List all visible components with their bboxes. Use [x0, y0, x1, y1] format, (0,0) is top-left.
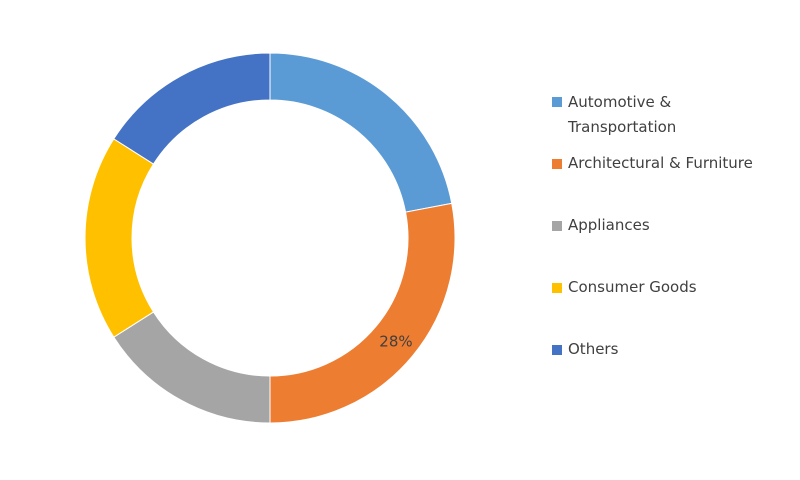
legend-label: Automotive & Transportation	[568, 93, 677, 136]
legend-item: Consumer Goods	[552, 278, 792, 340]
donut-segment	[113, 311, 271, 424]
legend-item: Architectural & Furniture	[552, 154, 792, 216]
legend-label: Others	[568, 340, 619, 358]
data-label: 28%	[379, 333, 412, 351]
legend-swatch	[552, 283, 562, 293]
donut-segment	[269, 202, 456, 424]
legend-item: Automotive & Transportation	[552, 92, 792, 154]
legend-swatch	[552, 345, 562, 355]
legend-swatch	[552, 221, 562, 231]
legend-swatch	[552, 159, 562, 169]
legend-item: Others	[552, 340, 792, 402]
legend-label: Appliances	[568, 216, 650, 234]
legend-label: Consumer Goods	[568, 278, 697, 296]
legend-label: Architectural & Furniture	[568, 154, 753, 172]
legend-swatch	[552, 97, 562, 107]
donut-segment	[84, 138, 155, 338]
legend: Automotive & Transportation Architectural…	[552, 92, 792, 402]
donut-segment	[113, 52, 271, 165]
donut-segment	[269, 52, 453, 213]
legend-item: Appliances	[552, 216, 792, 278]
